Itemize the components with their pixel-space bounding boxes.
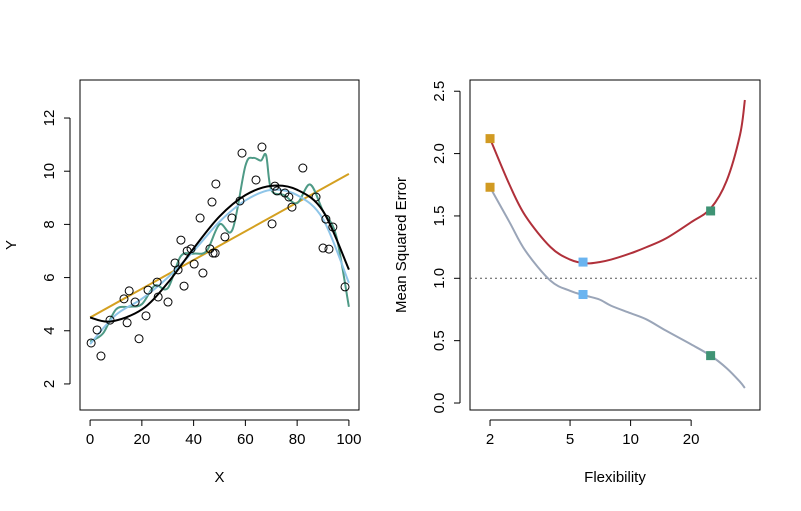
y-tick-label: 2.5: [431, 81, 448, 102]
data-point: [210, 248, 220, 258]
mse-curve: [489, 186, 746, 389]
marker: [706, 351, 716, 361]
data-point: [143, 285, 153, 295]
data-point: [251, 175, 261, 185]
data-point: [141, 311, 151, 321]
y-tick-label: 1.5: [431, 206, 448, 227]
data-point: [298, 163, 308, 173]
data-point: [272, 186, 282, 196]
data-point: [237, 148, 247, 158]
x-axis-title: X: [214, 469, 224, 486]
data-point: [211, 179, 221, 189]
data-point: [96, 351, 106, 361]
y-tick-label: 2.0: [431, 143, 448, 164]
data-point: [318, 243, 328, 253]
data-point: [321, 214, 331, 224]
y-tick-label: 12: [41, 110, 58, 127]
plot-frame: [469, 79, 761, 411]
data-point: [163, 297, 173, 307]
data-point: [287, 202, 297, 212]
fit-curve: [89, 188, 350, 345]
data-point: [124, 286, 134, 296]
data-point: [92, 325, 102, 335]
y-axis-title: Y: [3, 240, 20, 250]
data-point: [284, 192, 294, 202]
marker: [706, 206, 716, 216]
data-point: [122, 318, 132, 328]
data-point: [179, 281, 189, 291]
data-point: [267, 219, 277, 229]
marker: [485, 134, 495, 144]
data-point: [152, 277, 162, 287]
y-tick-label: 4: [41, 327, 58, 335]
y-tick-label: 8: [41, 220, 58, 228]
data-point: [311, 192, 321, 202]
mse-curve: [489, 99, 746, 265]
data-point: [328, 222, 338, 232]
data-point: [324, 244, 334, 254]
y-axis-title: Mean Squared Error: [393, 177, 410, 313]
x-axis-title: Flexibility: [584, 469, 646, 486]
y-tick-label: 10: [41, 163, 58, 180]
y-tick-label: 0.5: [431, 330, 448, 351]
data-point: [86, 338, 96, 348]
data-point: [153, 292, 163, 302]
x-tick-label: 60: [237, 431, 254, 448]
x-tick-label: 5: [566, 431, 574, 448]
data-point: [220, 232, 230, 242]
data-point: [176, 235, 186, 245]
fit-curve: [89, 172, 350, 319]
data-point: [134, 334, 144, 344]
x-tick-label: 0: [86, 431, 94, 448]
data-point: [195, 213, 205, 223]
data-point: [189, 259, 199, 269]
data-point: [119, 294, 129, 304]
plot-frame: [79, 79, 360, 411]
data-point: [207, 197, 217, 207]
data-point: [186, 244, 196, 254]
x-tick-label: 100: [336, 431, 361, 448]
fit-curve: [89, 152, 350, 343]
x-tick-label: 20: [683, 431, 700, 448]
x-tick-label: 10: [622, 431, 639, 448]
x-tick-label: 2: [486, 431, 494, 448]
data-point: [340, 282, 350, 292]
data-point: [257, 142, 267, 152]
y-tick-label: 1.0: [431, 268, 448, 289]
data-point: [270, 181, 280, 191]
data-point: [130, 297, 140, 307]
data-point: [227, 213, 237, 223]
data-point: [235, 196, 245, 206]
data-point: [198, 268, 208, 278]
y-tick-label: 6: [41, 273, 58, 281]
x-tick-label: 20: [134, 431, 151, 448]
data-point: [208, 248, 218, 258]
fit-curve: [89, 184, 350, 323]
data-point: [105, 315, 115, 325]
x-tick-label: 40: [185, 431, 202, 448]
marker: [578, 257, 588, 267]
y-tick-label: 2: [41, 380, 58, 388]
marker: [485, 182, 495, 192]
marker: [578, 290, 588, 300]
x-tick-label: 80: [289, 431, 306, 448]
y-tick-label: 0.0: [431, 393, 448, 414]
data-point: [173, 265, 183, 275]
